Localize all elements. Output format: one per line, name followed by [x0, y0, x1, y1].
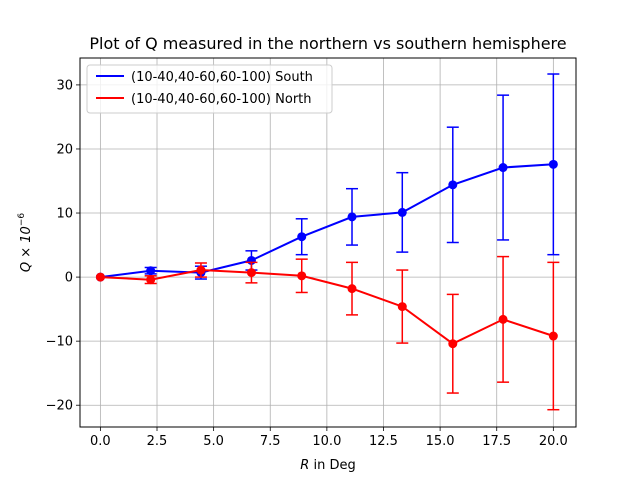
data-point	[146, 266, 156, 276]
data-point	[146, 275, 156, 285]
data-point	[297, 271, 307, 281]
ticks: 0.0 2.5 5.0 7.5 10.0 12.5 15.0 17.5 20.0 −20 −10 0 1…	[46, 78, 568, 449]
data-point	[448, 339, 458, 349]
data-point	[498, 163, 508, 173]
y-tick-label: 0	[65, 271, 73, 286]
data-point	[397, 302, 407, 312]
x-tick-label: 5.0	[203, 434, 224, 449]
legend-label-north: (10-40,40-60,60-100) North	[131, 92, 312, 107]
x-tick-label: 0.0	[90, 434, 111, 449]
x-tick-label: 2.5	[147, 434, 168, 449]
y-axis-label-exponent: −6	[17, 213, 27, 227]
axes-frame	[79, 57, 577, 428]
x-tick-label: 17.5	[482, 434, 511, 449]
series-line	[100, 163, 554, 279]
y-tick-label: −20	[46, 399, 73, 414]
x-tick-label: 12.5	[369, 434, 398, 449]
y-tick-label: 10	[56, 207, 73, 222]
legend: (10-40,40-60,60-100) South (10-40,40-60,…	[86, 64, 333, 114]
series-line	[100, 268, 554, 345]
data-point	[246, 268, 256, 278]
data-point	[548, 159, 558, 169]
x-axis-label-symbol: R	[300, 458, 309, 473]
y-tick-label: 20	[56, 142, 73, 157]
data-point	[498, 314, 508, 324]
x-axis-label: R in Deg	[300, 458, 355, 473]
y-axis-label: Q × 10−6	[17, 213, 34, 272]
data-point	[347, 212, 357, 222]
x-axis-label-unit: in Deg	[309, 458, 355, 473]
y-tick-label: −10	[46, 335, 73, 350]
data-point	[448, 180, 458, 190]
data-point	[297, 232, 307, 242]
legend-label-south: (10-40,40-60,60-100) South	[131, 70, 313, 85]
x-tick-label: 10.0	[312, 434, 341, 449]
x-tick-label: 15.0	[426, 434, 455, 449]
y-axis-label-base: Q × 10	[19, 226, 34, 272]
series-layer	[95, 73, 560, 411]
data-point	[95, 272, 105, 282]
x-tick-label: 20.0	[539, 434, 568, 449]
series-north	[95, 255, 560, 411]
data-point	[397, 207, 407, 217]
x-tick-label: 7.5	[260, 434, 281, 449]
data-point	[196, 265, 206, 275]
legend-box	[86, 64, 333, 114]
data-point	[347, 284, 357, 294]
data-point	[548, 331, 558, 341]
y-tick-label: 30	[56, 78, 73, 93]
chart-title: Plot of Q measured in the northern vs so…	[89, 34, 566, 53]
